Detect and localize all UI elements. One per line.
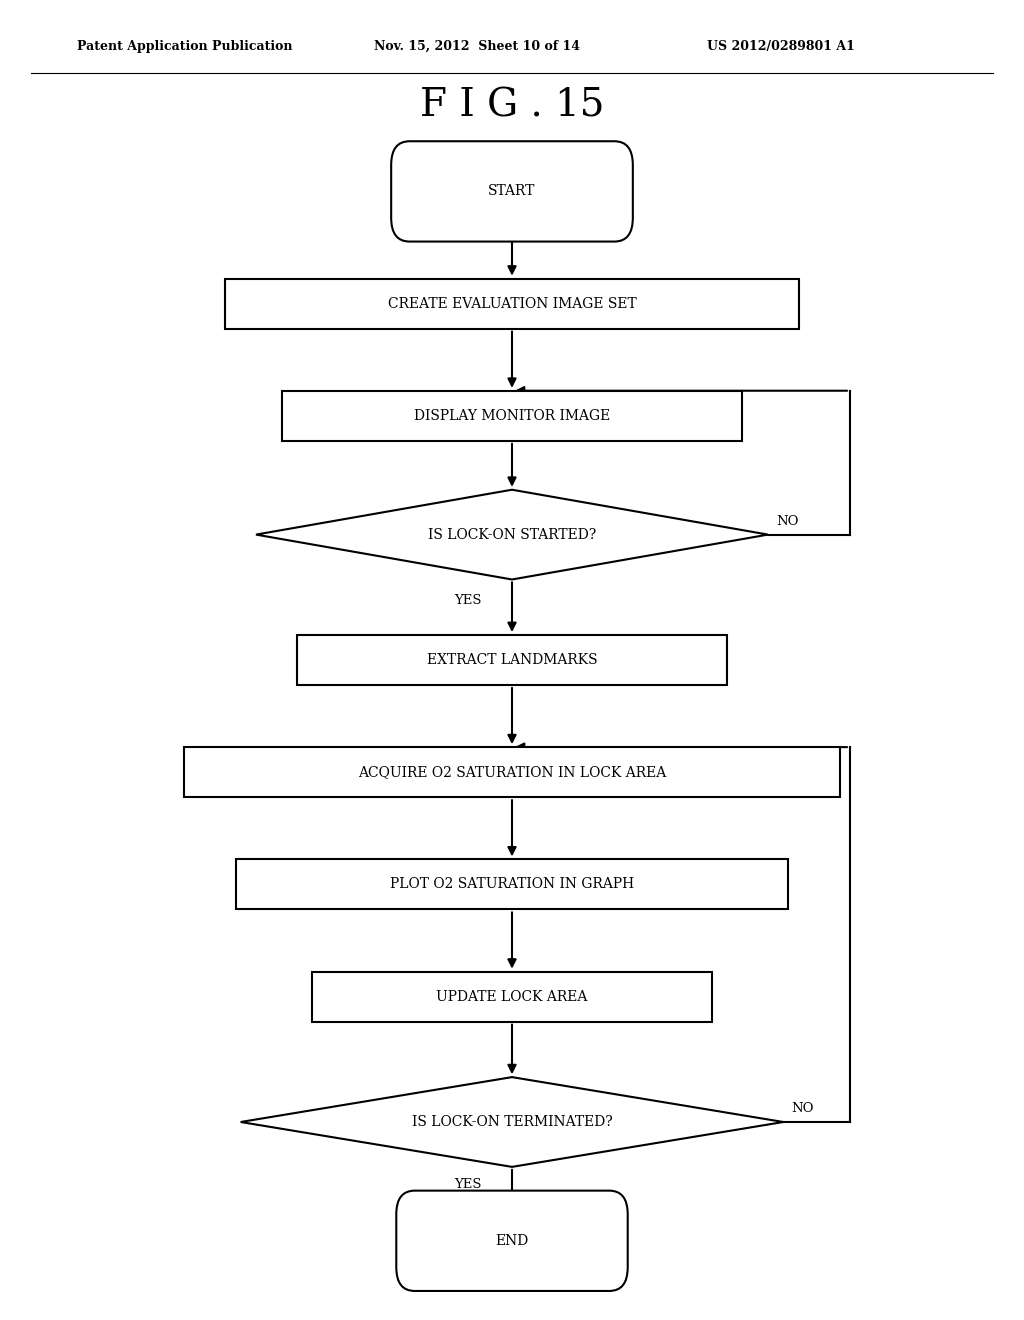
Text: IS LOCK-ON STARTED?: IS LOCK-ON STARTED? bbox=[428, 528, 596, 541]
Polygon shape bbox=[241, 1077, 783, 1167]
Text: UPDATE LOCK AREA: UPDATE LOCK AREA bbox=[436, 990, 588, 1003]
Text: START: START bbox=[488, 185, 536, 198]
FancyBboxPatch shape bbox=[225, 279, 799, 329]
Text: CREATE EVALUATION IMAGE SET: CREATE EVALUATION IMAGE SET bbox=[388, 297, 636, 310]
FancyBboxPatch shape bbox=[391, 141, 633, 242]
Text: EXTRACT LANDMARKS: EXTRACT LANDMARKS bbox=[427, 653, 597, 667]
Text: US 2012/0289801 A1: US 2012/0289801 A1 bbox=[707, 40, 854, 53]
FancyBboxPatch shape bbox=[184, 747, 840, 797]
Text: Nov. 15, 2012  Sheet 10 of 14: Nov. 15, 2012 Sheet 10 of 14 bbox=[374, 40, 580, 53]
Text: YES: YES bbox=[454, 594, 481, 607]
Text: NO: NO bbox=[792, 1102, 814, 1115]
Text: PLOT O2 SATURATION IN GRAPH: PLOT O2 SATURATION IN GRAPH bbox=[390, 878, 634, 891]
Text: F I G . 15: F I G . 15 bbox=[420, 87, 604, 124]
FancyBboxPatch shape bbox=[297, 635, 727, 685]
Text: END: END bbox=[496, 1234, 528, 1247]
FancyBboxPatch shape bbox=[236, 859, 788, 909]
FancyBboxPatch shape bbox=[396, 1191, 628, 1291]
Text: YES: YES bbox=[454, 1177, 481, 1191]
Text: Patent Application Publication: Patent Application Publication bbox=[77, 40, 292, 53]
Text: IS LOCK-ON TERMINATED?: IS LOCK-ON TERMINATED? bbox=[412, 1115, 612, 1129]
Text: ACQUIRE O2 SATURATION IN LOCK AREA: ACQUIRE O2 SATURATION IN LOCK AREA bbox=[357, 766, 667, 779]
Text: DISPLAY MONITOR IMAGE: DISPLAY MONITOR IMAGE bbox=[414, 409, 610, 422]
Polygon shape bbox=[256, 490, 768, 579]
Text: NO: NO bbox=[776, 515, 799, 528]
FancyBboxPatch shape bbox=[282, 391, 742, 441]
FancyBboxPatch shape bbox=[312, 972, 712, 1022]
